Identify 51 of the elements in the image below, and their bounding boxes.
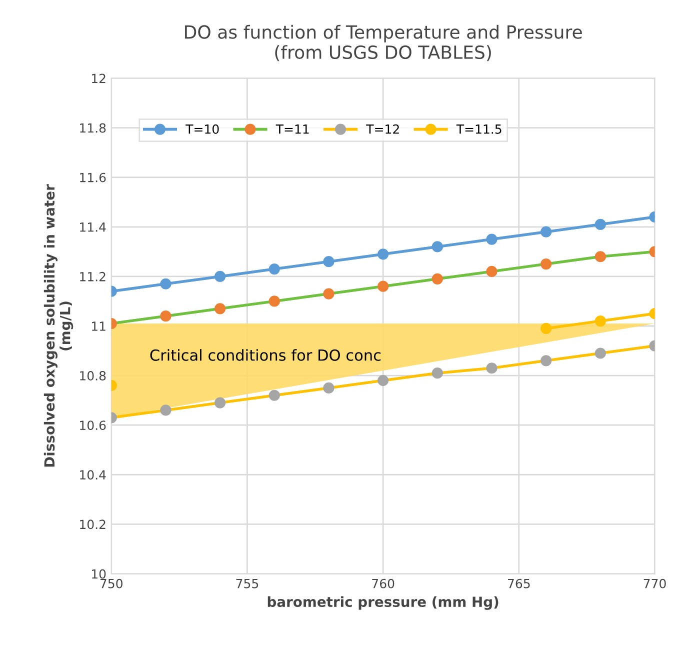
point <box>432 368 443 379</box>
x-tick-label: 760 <box>372 578 394 588</box>
point <box>540 355 552 366</box>
x-tick-label: 755 <box>236 579 258 588</box>
point <box>486 266 498 278</box>
y-tick-label: 10.2 <box>80 520 106 530</box>
point <box>594 251 606 262</box>
point <box>268 390 280 401</box>
point <box>486 362 498 374</box>
point <box>378 280 389 292</box>
y-tick-label: 11.6 <box>80 172 106 182</box>
point <box>594 348 606 359</box>
point <box>540 226 552 238</box>
point <box>323 288 334 300</box>
y-tick-label: 12 <box>92 74 106 83</box>
point <box>432 241 443 252</box>
legend-label: T=11.5 <box>456 124 502 134</box>
point <box>160 310 172 322</box>
y-tick-label: 10 <box>92 569 106 579</box>
point <box>323 382 334 394</box>
point <box>268 296 280 307</box>
y-axis-title: Dissolved oxygen solubility in water (mg/L) <box>44 184 74 467</box>
x-tick-label: 770 <box>644 578 666 588</box>
legend-label: T=12 <box>366 124 399 134</box>
y-tick-label: 11 <box>92 322 106 331</box>
point <box>214 303 226 314</box>
y-tick-label: 11.8 <box>80 123 106 133</box>
legend-label: T=11 <box>276 124 309 134</box>
point <box>378 248 389 260</box>
point <box>268 263 280 275</box>
point <box>378 374 389 386</box>
y-tick-label: 10.4 <box>80 470 106 480</box>
x-tick-label: 750 <box>100 578 122 588</box>
point <box>486 234 498 245</box>
y-tick-label: 11.2 <box>80 272 106 282</box>
point <box>160 404 172 416</box>
y-tick-label: 10.6 <box>80 420 106 430</box>
annotation: Critical conditions for DO conc <box>150 349 381 361</box>
point <box>432 273 443 284</box>
point <box>323 256 334 268</box>
y-tick-label: 11.4 <box>80 222 106 232</box>
point <box>594 218 606 230</box>
point <box>214 397 226 408</box>
x-axis-title: barometric pressure (mm Hg) <box>268 596 498 610</box>
chart-title: DO as function of Temperature and Pressure (from USGS DO TABLES) <box>185 24 582 62</box>
point <box>214 270 226 282</box>
y-tick-label: 10.8 <box>80 371 106 380</box>
point <box>160 278 172 290</box>
x-tick-label: 765 <box>508 578 530 588</box>
legend-label: T=10 <box>186 124 219 134</box>
point <box>540 258 552 270</box>
